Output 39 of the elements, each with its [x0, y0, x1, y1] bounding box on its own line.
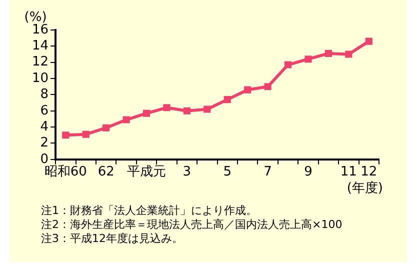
y-tick-label: 6 — [40, 103, 49, 118]
x-tick-label: 62 — [98, 164, 114, 180]
y-tick-label: 8 — [40, 87, 49, 102]
point — [204, 106, 211, 113]
point — [142, 110, 150, 117]
text: 注1：財務省「法人企業統計」により作成。 — [41, 204, 258, 218]
point — [163, 104, 170, 112]
point — [183, 107, 190, 114]
x-tick-label: 7 — [264, 164, 272, 180]
x-tick-label: 12 — [360, 164, 378, 180]
point — [345, 50, 352, 58]
y-tick-label: 4 — [40, 119, 49, 134]
point — [62, 132, 70, 139]
point — [224, 96, 231, 104]
x-tick-label: 11 — [340, 164, 357, 180]
y-tick-label: 10 — [32, 70, 49, 86]
y-tick-label: 14 — [32, 38, 49, 54]
y-tick-label: 12 — [32, 54, 49, 70]
text: 注3：平成12年度は見込み。 — [41, 232, 184, 246]
point — [264, 83, 272, 90]
point — [244, 86, 252, 94]
y-tick-label: 0 — [40, 152, 49, 167]
point — [82, 130, 90, 138]
y-tick-label: 2 — [40, 136, 49, 151]
point — [304, 56, 312, 63]
x-tick-label: 昭和60 — [44, 164, 87, 180]
point — [284, 61, 292, 68]
x-tick-label: 9 — [304, 164, 312, 180]
point — [365, 38, 372, 45]
point — [102, 124, 110, 132]
point — [122, 116, 130, 124]
x-tick-label: 5 — [223, 164, 232, 180]
y-tick-label: 16 — [32, 22, 49, 38]
x-tick-label: 3 — [182, 164, 192, 180]
x-tick-label: 平成元 — [127, 164, 166, 180]
text: 注2：海外生産比率＝現地法人売上高／国内法人売上高×100 — [41, 218, 344, 232]
x-axis-title: (年度) — [346, 180, 383, 196]
y-axis-title: (%) — [24, 10, 47, 25]
point — [324, 50, 332, 57]
